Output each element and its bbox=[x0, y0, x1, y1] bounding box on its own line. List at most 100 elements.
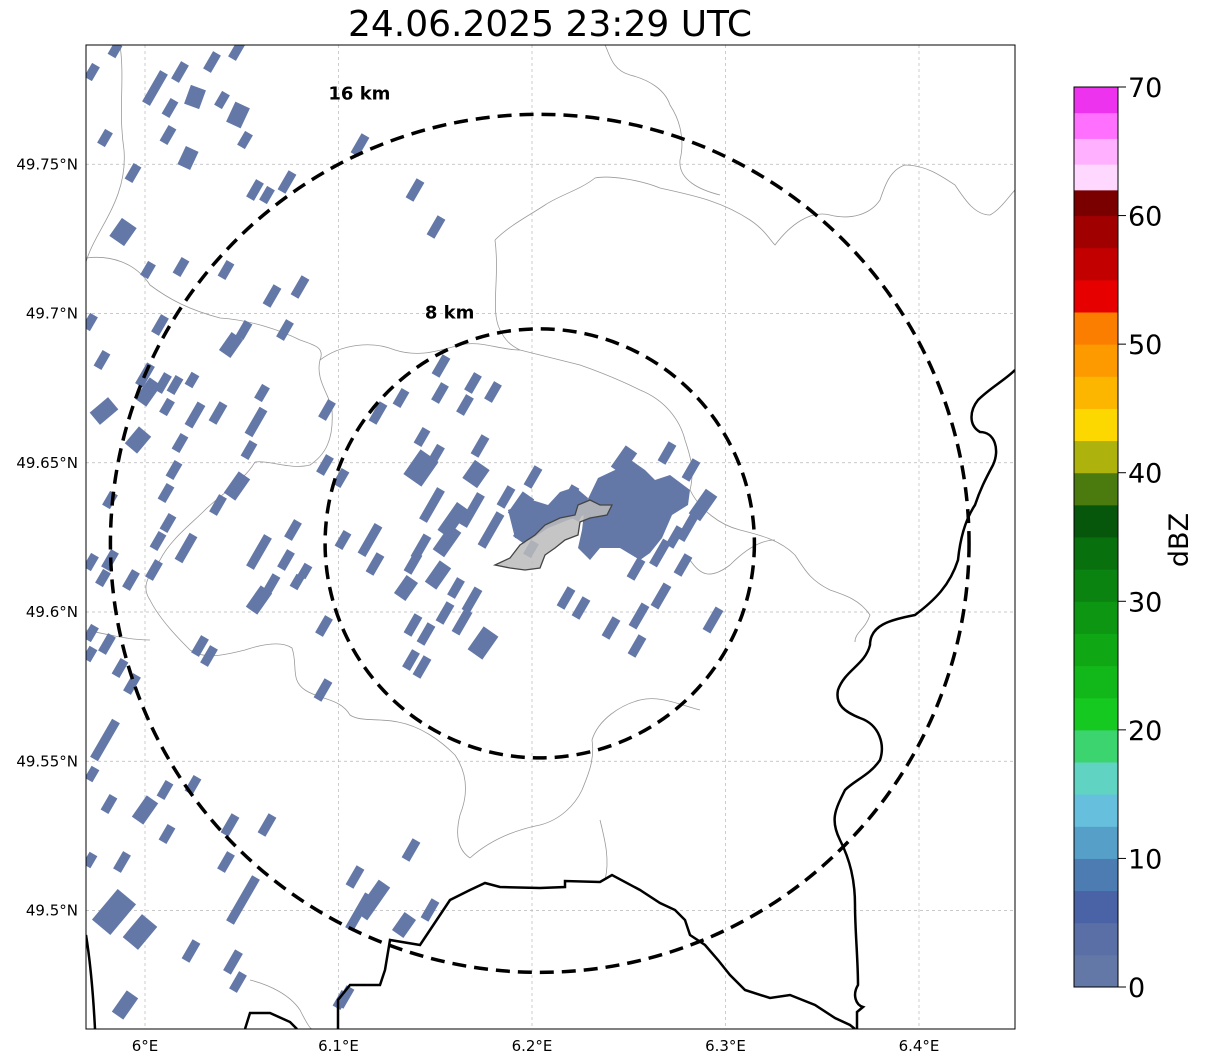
echo-cell bbox=[214, 90, 230, 110]
echo-cell bbox=[244, 406, 268, 438]
echo-cell bbox=[610, 445, 638, 475]
y-tick-label: 49.75°N bbox=[16, 155, 78, 173]
echo-cell bbox=[217, 851, 235, 873]
echo-cell bbox=[124, 162, 142, 184]
echo-cell bbox=[403, 613, 423, 637]
echo-cell bbox=[254, 383, 270, 403]
ring-label: 8 km bbox=[425, 303, 475, 324]
colorbar-tick-label: 40 bbox=[1128, 459, 1162, 490]
colorbar-bin bbox=[1074, 247, 1118, 281]
echo-cell bbox=[124, 426, 152, 454]
echo-cell bbox=[174, 532, 198, 564]
colorbar-tick-label: 50 bbox=[1128, 330, 1162, 361]
echo-cell bbox=[134, 377, 162, 407]
echo-cell bbox=[184, 371, 200, 389]
echo-cell bbox=[235, 319, 253, 341]
radar-map: 16 km 8 km 6°E 6.1°E 6.2°E 6.3°E 6.4°E 49.75°… bbox=[16, 44, 1016, 1055]
y-tick-label: 49.65°N bbox=[16, 454, 78, 472]
ring-label: 16 km bbox=[328, 84, 390, 105]
colorbar-tick-label: 60 bbox=[1128, 202, 1162, 233]
echo-cell bbox=[571, 596, 591, 620]
echo-cell bbox=[157, 482, 175, 504]
colorbar-frame bbox=[1073, 86, 1119, 988]
echo-cell bbox=[290, 275, 310, 299]
echo-cell bbox=[90, 718, 120, 762]
echo-cell bbox=[240, 439, 258, 461]
echo-cell bbox=[154, 372, 172, 394]
echo-cell bbox=[145, 559, 163, 581]
echo-cell bbox=[405, 178, 425, 202]
echo-cell bbox=[393, 574, 419, 602]
echo-cell bbox=[86, 851, 98, 869]
echo-blob bbox=[508, 487, 588, 540]
echo-cell bbox=[93, 349, 111, 371]
echo-cell bbox=[284, 519, 302, 541]
echo-cell bbox=[447, 577, 465, 599]
colorbar-bin bbox=[1074, 504, 1118, 538]
echo-cell bbox=[402, 649, 420, 671]
echo-cell bbox=[649, 538, 671, 568]
range-ring-8km bbox=[323, 327, 757, 760]
echo-cell bbox=[459, 492, 485, 528]
echo-cell bbox=[122, 914, 158, 950]
echo-cell bbox=[456, 394, 474, 416]
echo-cell bbox=[100, 793, 118, 815]
echo-cell bbox=[184, 401, 206, 429]
echo-cell bbox=[462, 459, 490, 489]
echo-cell bbox=[429, 443, 445, 463]
y-tick-label: 49.7°N bbox=[26, 305, 78, 323]
echo-cell bbox=[403, 551, 423, 575]
echo-cell bbox=[276, 319, 294, 341]
gridlines bbox=[86, 45, 1015, 1029]
echo-cell bbox=[158, 823, 176, 845]
echo-cell bbox=[142, 70, 168, 106]
colorbar-bin bbox=[1074, 665, 1118, 699]
echo-cell bbox=[159, 397, 175, 417]
echo-cell bbox=[628, 602, 650, 630]
echo-cell bbox=[200, 645, 218, 667]
echo-cell bbox=[357, 523, 383, 557]
echo-cell bbox=[403, 449, 439, 487]
echo-cell bbox=[262, 284, 282, 308]
colorbar-bins bbox=[1074, 87, 1118, 988]
echo-cell bbox=[431, 382, 449, 404]
colorbar-bin bbox=[1074, 537, 1118, 570]
echo-cell bbox=[432, 524, 462, 558]
echo-cell bbox=[220, 813, 240, 837]
echo-cell bbox=[113, 851, 131, 873]
colorbar-bin bbox=[1074, 794, 1118, 827]
city-polygon bbox=[492, 499, 614, 571]
echo-cell bbox=[345, 892, 373, 932]
echo-cell bbox=[277, 170, 297, 194]
echo-cell bbox=[172, 256, 190, 278]
echo-cell bbox=[208, 401, 228, 425]
echo-cell bbox=[413, 426, 431, 448]
colorbar-bin bbox=[1074, 344, 1118, 377]
echo-cell bbox=[165, 459, 183, 481]
echo-cell bbox=[676, 508, 702, 542]
echo-cell bbox=[177, 145, 199, 171]
colorbar-bin bbox=[1074, 858, 1118, 892]
colorbar-bin bbox=[1074, 312, 1118, 345]
colorbar-ticks: 0 10 20 30 40 50 60 70 bbox=[1118, 73, 1162, 1004]
echo-cell bbox=[313, 678, 333, 702]
colorbar-tick-label: 70 bbox=[1128, 73, 1162, 104]
echo-cell bbox=[650, 582, 672, 610]
echo-cell bbox=[223, 949, 243, 975]
echo-cell bbox=[166, 374, 184, 396]
echo-cell bbox=[461, 586, 483, 614]
echo-cell bbox=[470, 434, 490, 458]
echo-cell bbox=[123, 673, 141, 695]
y-axis-ticks: 49.75°N 49.7°N 49.65°N 49.6°N 49.55°N 49.5°N bbox=[16, 155, 78, 919]
colorbar-bin bbox=[1074, 569, 1118, 602]
echo-cell bbox=[228, 45, 246, 61]
echo-cell bbox=[111, 990, 139, 1020]
echo-cell bbox=[412, 655, 432, 679]
echo-cell bbox=[332, 467, 350, 489]
echo-cell bbox=[657, 441, 677, 465]
colorbar-bin bbox=[1074, 279, 1118, 313]
echo-cell bbox=[184, 84, 206, 110]
colorbar-tick-label: 30 bbox=[1128, 587, 1162, 618]
echo-cell bbox=[345, 865, 365, 889]
echo-cell bbox=[665, 525, 685, 549]
